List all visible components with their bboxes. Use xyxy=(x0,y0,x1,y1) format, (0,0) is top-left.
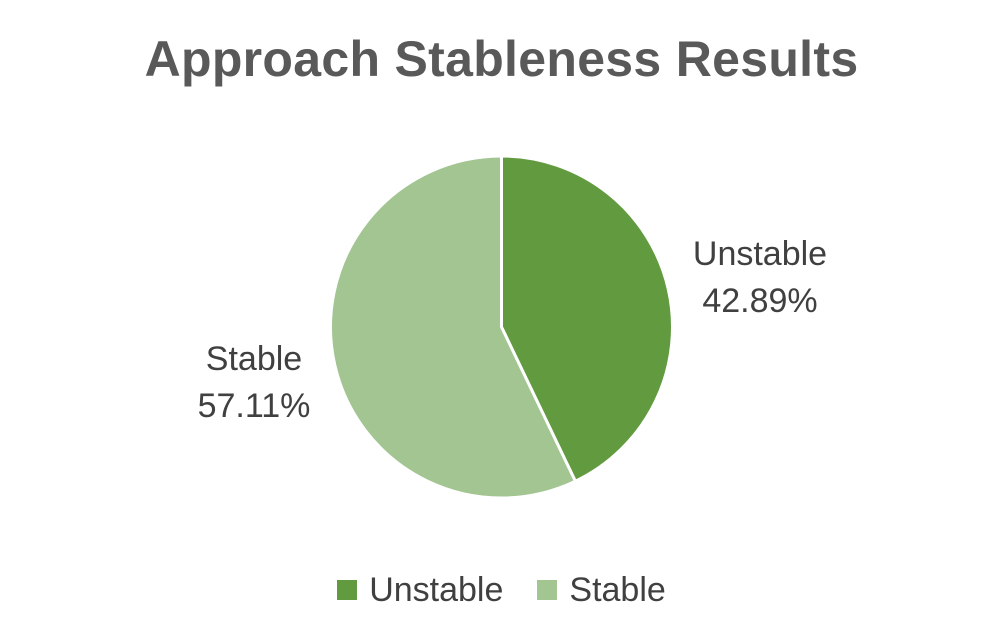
slice-label-value-unstable: 42.89% xyxy=(702,282,817,320)
legend-item-unstable: Unstable xyxy=(337,570,503,610)
chart-title: Approach Stableness Results xyxy=(144,31,859,87)
legend: Unstable Stable xyxy=(0,570,1003,610)
legend-swatch-stable xyxy=(537,580,558,600)
legend-swatch-unstable xyxy=(337,580,358,600)
pie-slice-unstable xyxy=(500,154,674,483)
pie-slice-stable xyxy=(329,154,577,500)
slice-label-name-stable: Stable xyxy=(206,340,302,378)
slice-label-value-stable: 57.11% xyxy=(198,387,311,425)
legend-label-stable: Stable xyxy=(569,571,666,609)
legend-label-unstable: Unstable xyxy=(369,571,504,609)
slice-label-name-unstable: Unstable xyxy=(693,235,827,273)
legend-item-stable: Stable xyxy=(537,570,666,610)
